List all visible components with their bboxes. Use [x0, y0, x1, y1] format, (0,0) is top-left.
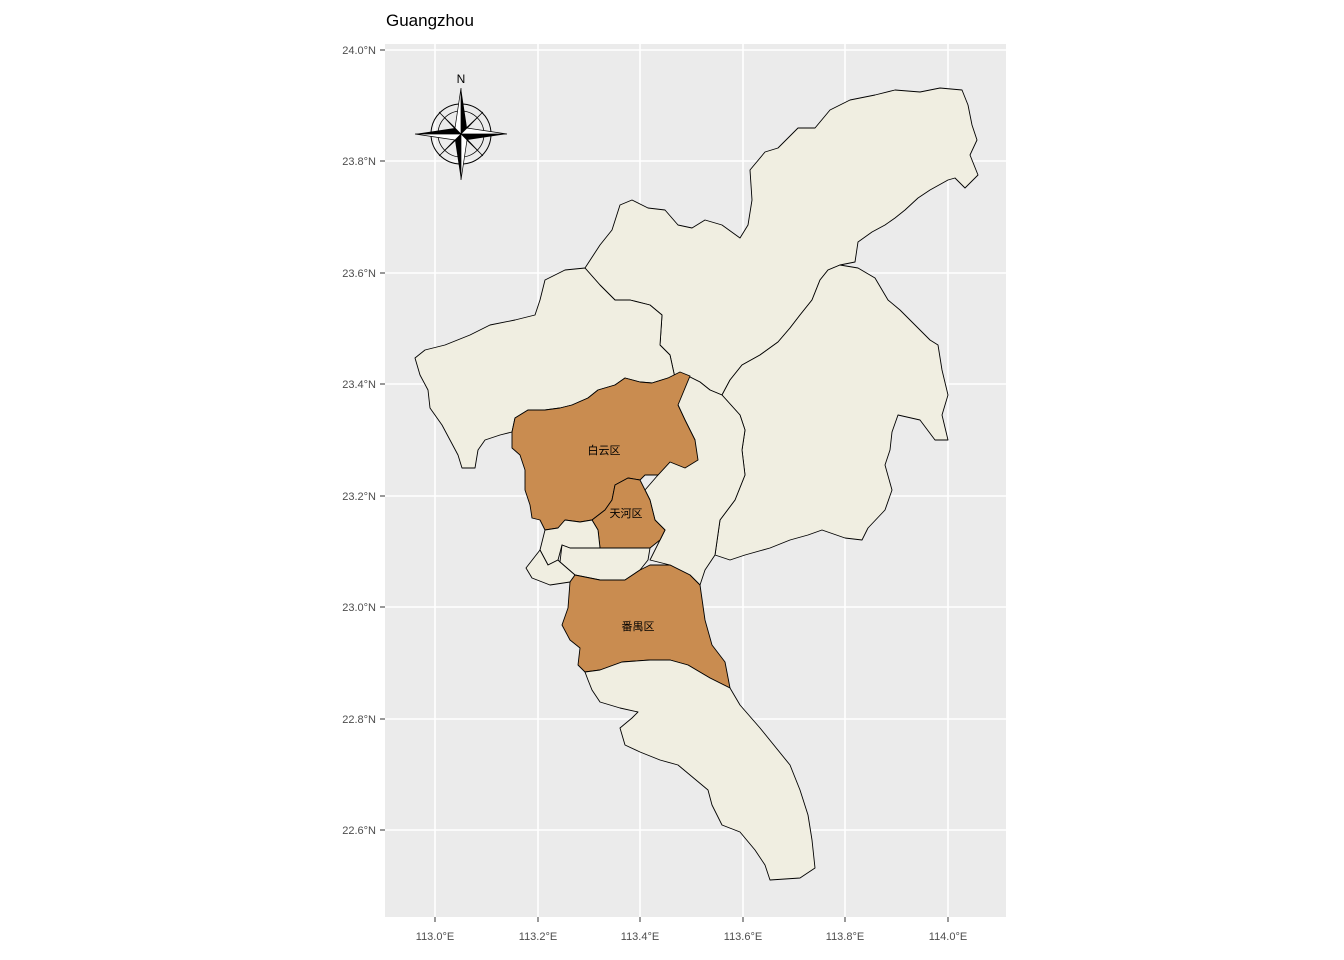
x-tick-label: 113.0°E	[416, 931, 454, 943]
district-shapes	[414, 87, 979, 881]
district-baiyun	[511, 371, 699, 531]
axis-ticks	[380, 49, 949, 922]
district-label-baiyun: 白云区	[588, 443, 621, 457]
y-tick-label: 22.6°N	[342, 825, 376, 837]
district-tianhe	[591, 477, 666, 549]
district-label-tianhe: 天河区	[610, 507, 643, 520]
compass-rose-icon	[414, 87, 508, 181]
map-title: Guangzhou	[386, 11, 474, 30]
y-tick-label: 23.2°N	[342, 491, 376, 503]
district-nansha	[584, 659, 816, 881]
y-tick-label: 22.8°N	[342, 714, 376, 726]
y-tick-label: 23.4°N	[342, 379, 376, 391]
y-tick-label: 23.0°N	[342, 602, 376, 614]
district-label-panyu: 番禺区	[622, 620, 655, 633]
y-tick-label: 23.6°N	[342, 268, 376, 280]
y-tick-label: 23.8°N	[342, 156, 376, 168]
x-tick-label: 113.4°E	[621, 931, 659, 943]
compass-north-label: N	[457, 72, 466, 86]
y-tick-label: 24.0°N	[342, 45, 376, 57]
x-tick-label: 113.6°E	[724, 931, 762, 943]
x-tick-label: 114.0°E	[929, 931, 967, 943]
district-zengcheng	[714, 264, 949, 561]
x-tick-label: 113.2°E	[519, 931, 557, 943]
x-tick-label: 113.8°E	[826, 931, 864, 943]
